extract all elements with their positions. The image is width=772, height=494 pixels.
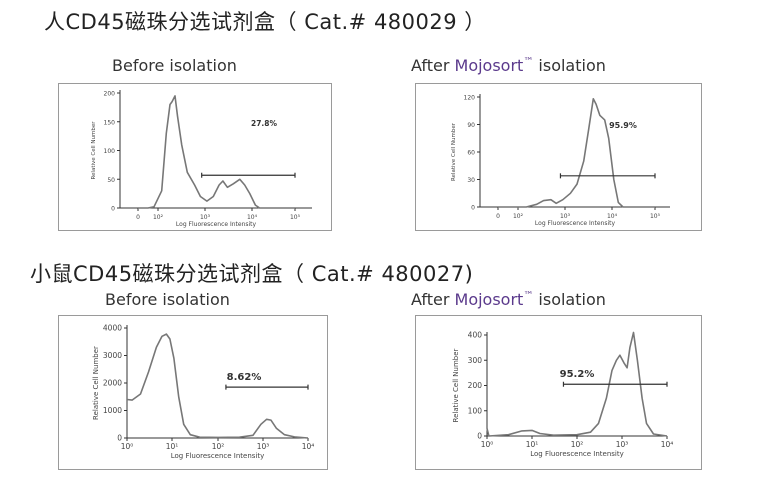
- human-before-x-tick-label: 10³: [200, 214, 211, 221]
- mouse-after-label: After Mojosort™ isolation: [411, 290, 606, 309]
- human-after-y-tick-label: 30: [467, 177, 475, 184]
- human-after-y-axis-title: Relative Cell Number: [451, 122, 457, 181]
- human-after-gate-percentage: 95.9%: [609, 121, 637, 130]
- human-after-y-tick-label: 120: [464, 95, 476, 102]
- human-before-histogram-curve: [138, 95, 295, 209]
- mouse-kit-title: 小鼠CD45磁珠分选试剂盒（ Cat.# 480027): [30, 262, 474, 286]
- mouse-before-x-tick-label: 10¹: [166, 442, 179, 451]
- mouse-after-y-axis-title: Relative Cell Number: [452, 348, 460, 422]
- mouse-after-x-tick-label: 10³: [616, 440, 629, 449]
- mouse-before-y-tick-label: 4000: [103, 324, 122, 333]
- human-after-x-tick-label: 10⁵: [650, 213, 661, 220]
- mouse-after-gate-percentage: 95.2%: [560, 369, 595, 380]
- human-after-x-tick-label: 10⁴: [607, 213, 618, 220]
- human-before-x-tick-label: 10⁴: [247, 214, 258, 221]
- mouse-before-x-tick-label: 10⁰: [121, 442, 134, 451]
- mouse-before-label: Before isolation: [105, 290, 230, 309]
- mouse-before-y-tick-label: 1000: [103, 406, 122, 415]
- mouse-after-y-tick-label: 0: [477, 432, 482, 441]
- human-after-x-tick-label: 10³: [560, 213, 571, 220]
- human-before-x-axis-title: Log Fluorescence Intensity: [176, 221, 257, 228]
- mouse-after-y-tick-label: 200: [468, 381, 483, 390]
- mouse-before-y-tick-label: 2000: [103, 379, 122, 388]
- mouse-before-x-tick-label: 10²: [212, 442, 225, 451]
- human-after-x-axis-title: Log Fluorescence Intensity: [535, 220, 616, 227]
- human-after-y-tick-label: 60: [467, 150, 475, 157]
- mouse-after-x-tick-label: 10⁴: [661, 440, 674, 449]
- mouse-before-y-tick-label: 3000: [103, 351, 122, 360]
- mouse-after-y-tick-label: 100: [468, 406, 483, 415]
- human-before-y-tick-label: 150: [104, 119, 116, 126]
- human-before-y-tick-label: 0: [111, 206, 115, 213]
- human-after-histogram-curve: [498, 98, 655, 208]
- mouse-after-x-tick-label: 10²: [571, 440, 584, 449]
- after-suffix: isolation: [533, 290, 606, 309]
- mouse-before-x-axis-title: Log Fluorescence Intensity: [171, 452, 265, 460]
- human-after-label: After Mojosort™ isolation: [411, 56, 606, 75]
- trademark: ™: [523, 56, 534, 68]
- human-after-y-tick-label: 90: [467, 122, 475, 129]
- human-before-x-tick-label: 10²: [153, 214, 164, 221]
- human-before-y-axis-title: Relative Cell Number: [91, 121, 97, 180]
- human-before-y-tick-label: 50: [107, 177, 115, 184]
- mouse-before-panel: [58, 315, 328, 470]
- trademark: ™: [523, 290, 534, 302]
- human-before-y-tick-label: 100: [104, 148, 116, 155]
- mouse-before-x-tick-label: 10³: [257, 442, 270, 451]
- mouse-before-x-tick-label: 10⁴: [302, 442, 315, 451]
- after-prefix: After: [411, 290, 455, 309]
- human-before-gate-percentage: 27.8%: [251, 119, 278, 128]
- after-suffix: isolation: [533, 56, 606, 75]
- human-before-x-tick-label: 10⁵: [290, 214, 301, 221]
- after-prefix: After: [411, 56, 455, 75]
- mouse-after-y-tick-label: 300: [468, 356, 483, 365]
- mouse-before-histogram-curve: [126, 333, 309, 439]
- mouse-after-histogram-curve: [486, 331, 668, 437]
- human-before-x-tick-label: 0: [136, 214, 140, 221]
- mouse-after-panel: [415, 315, 702, 470]
- brand-name: Mojosort: [454, 56, 524, 75]
- human-before-y-tick-label: 200: [104, 91, 116, 98]
- human-before-panel: [58, 83, 332, 231]
- human-after-y-tick-label: 0: [471, 205, 475, 212]
- mouse-after-x-tick-label: 10¹: [526, 440, 539, 449]
- mouse-before-y-tick-label: 0: [117, 434, 122, 443]
- mouse-after-x-axis-title: Log Fluorescence Intensity: [530, 450, 624, 458]
- mouse-before-gate-percentage: 8.62%: [227, 372, 262, 383]
- mouse-after-x-tick-label: 10⁰: [481, 440, 494, 449]
- human-before-label: Before isolation: [112, 56, 237, 75]
- human-after-x-tick-label: 0: [496, 213, 500, 220]
- mouse-after-y-tick-label: 400: [468, 331, 483, 340]
- brand-name: Mojosort: [454, 290, 524, 309]
- human-after-x-tick-label: 10²: [513, 213, 524, 220]
- mouse-before-y-axis-title: Relative Cell Number: [92, 346, 100, 420]
- human-kit-title: 人CD45磁珠分选试剂盒（ Cat.# 480029 ）: [44, 10, 486, 34]
